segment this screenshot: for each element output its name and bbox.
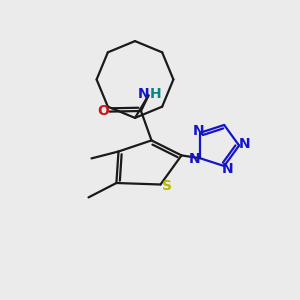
- Text: N: N: [239, 137, 250, 151]
- Text: S: S: [162, 179, 172, 193]
- Text: O: O: [98, 104, 110, 118]
- Text: H: H: [150, 87, 162, 101]
- Text: N: N: [193, 124, 205, 138]
- Text: N: N: [189, 152, 200, 167]
- Text: N: N: [221, 162, 233, 176]
- Text: N: N: [137, 87, 149, 101]
